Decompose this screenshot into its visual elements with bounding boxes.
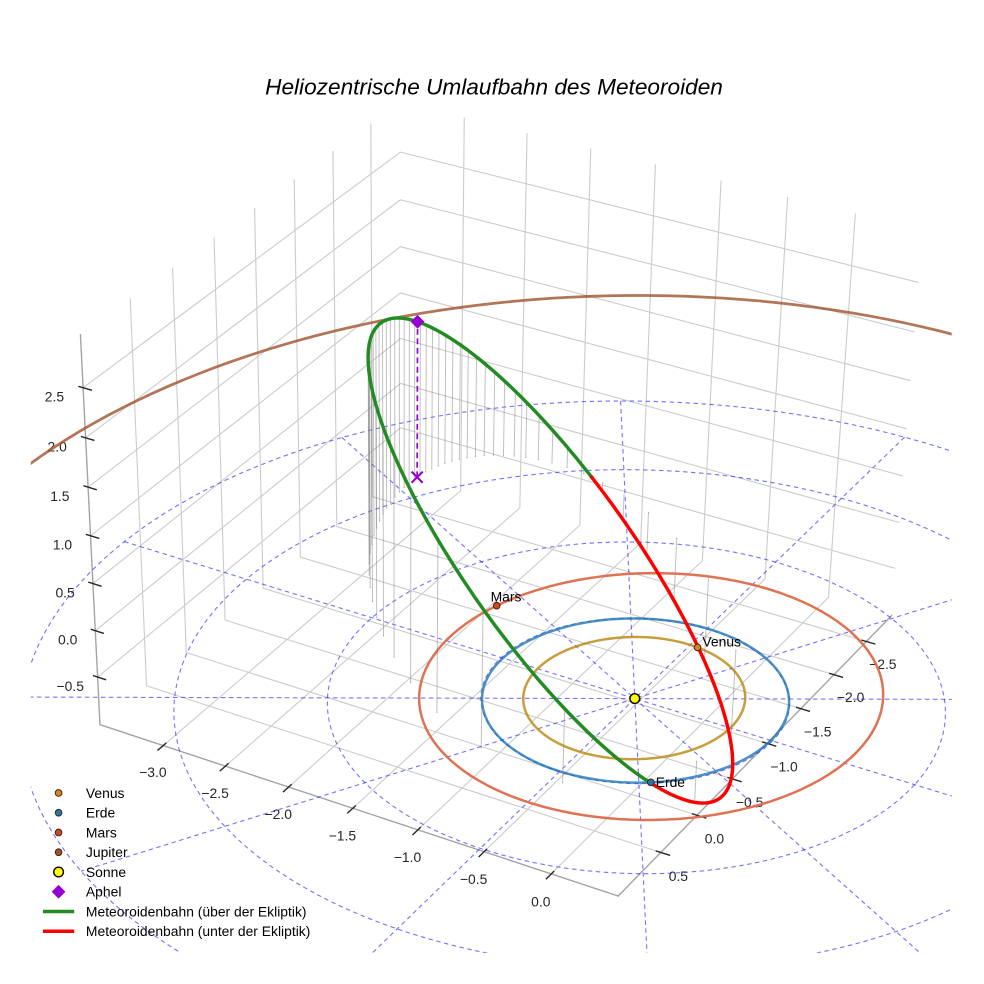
svg-text:1.5: 1.5 <box>50 488 70 504</box>
svg-text:−0.5: −0.5 <box>57 678 85 694</box>
svg-text:0.5: 0.5 <box>55 584 75 600</box>
svg-text:2.5: 2.5 <box>45 388 65 404</box>
svg-text:−2.5: −2.5 <box>201 785 229 801</box>
svg-text:−1.5: −1.5 <box>329 827 357 843</box>
svg-text:−2.5: −2.5 <box>869 656 897 672</box>
svg-text:−1.0: −1.0 <box>394 849 422 865</box>
svg-text:Heliozentrische Umlaufbahn des: Heliozentrische Umlaufbahn des Meteoroid… <box>265 74 723 99</box>
svg-text:Meteoroidenbahn (über der Ekli: Meteoroidenbahn (über der Ekliptik) <box>86 903 307 919</box>
svg-text:−0.5: −0.5 <box>460 871 488 887</box>
svg-text:Aphel: Aphel <box>86 884 122 900</box>
svg-text:0.5: 0.5 <box>669 868 689 884</box>
svg-text:0.0: 0.0 <box>531 894 551 910</box>
svg-text:Mars: Mars <box>86 824 117 840</box>
svg-text:−2.0: −2.0 <box>265 806 293 822</box>
svg-text:−3.0: −3.0 <box>139 764 167 780</box>
svg-text:Meteoroidenbahn (unter der Ekl: Meteoroidenbahn (unter der Ekliptik) <box>86 923 310 939</box>
svg-text:1.0: 1.0 <box>53 537 73 553</box>
svg-text:Erde: Erde <box>86 805 116 821</box>
svg-text:−2.0: −2.0 <box>837 689 865 705</box>
svg-text:Mars: Mars <box>491 589 522 605</box>
svg-text:Sonne: Sonne <box>86 864 126 880</box>
svg-text:0.0: 0.0 <box>705 831 725 847</box>
svg-text:−1.5: −1.5 <box>804 723 832 739</box>
svg-text:Erde: Erde <box>656 774 686 790</box>
svg-text:0.0: 0.0 <box>58 631 78 647</box>
svg-text:Venus: Venus <box>86 785 125 801</box>
svg-text:−1.0: −1.0 <box>770 758 798 774</box>
svg-text:Jupiter: Jupiter <box>86 844 128 860</box>
svg-text:Venus: Venus <box>702 634 741 650</box>
